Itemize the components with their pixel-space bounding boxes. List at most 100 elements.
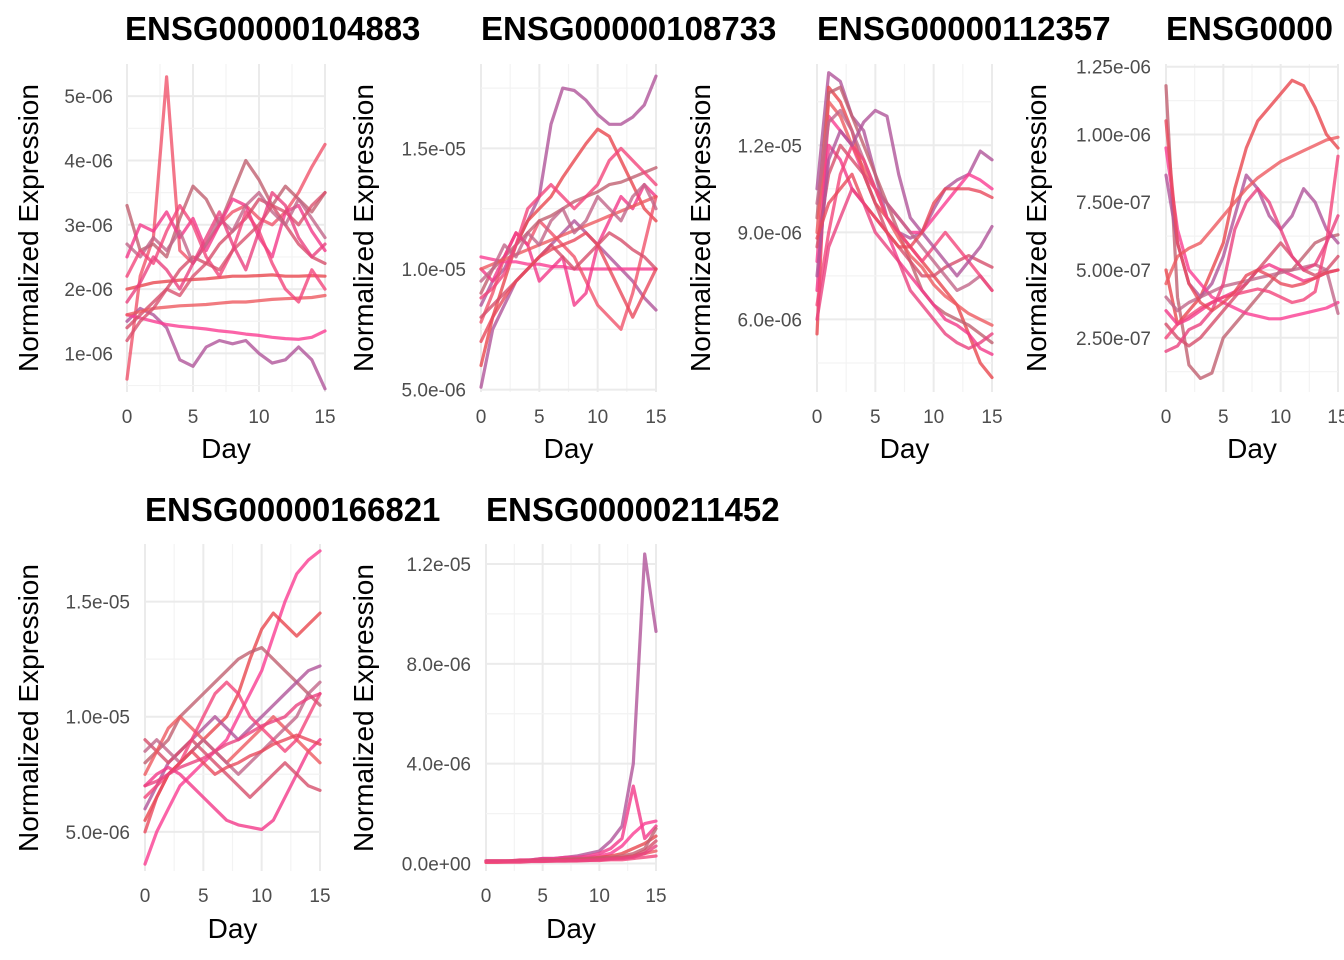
x-tick-label: 5	[537, 886, 548, 907]
y-tick-label: 1e-06	[64, 344, 113, 365]
series-line-7	[125, 197, 327, 330]
x-tick-label: 0	[481, 886, 492, 907]
x-axis-title: Day	[546, 913, 596, 944]
y-tick-label: 1.2e-05	[407, 555, 471, 576]
panel-title: ENSG00000104883	[125, 10, 420, 47]
series-line-8	[143, 680, 322, 776]
series-line-7	[1164, 241, 1340, 348]
y-axis-title: Normalized Expression	[13, 84, 44, 372]
x-tick-label: 10	[923, 407, 944, 428]
y-tick-label: 5.0e-06	[66, 823, 130, 844]
series-line-5	[815, 143, 994, 356]
series-line-2	[125, 306, 327, 391]
x-tick-label: 10	[589, 886, 610, 907]
series-group	[479, 74, 658, 389]
y-tick-label: 0.0e+00	[402, 855, 471, 876]
series-line-6	[815, 143, 994, 278]
series-group	[143, 549, 322, 866]
y-tick-label: 5e-06	[64, 87, 113, 108]
series-line-3	[143, 645, 322, 765]
x-tick-label: 0	[476, 407, 487, 428]
series-group	[1164, 78, 1340, 380]
y-tick-label: 1.2e-05	[738, 136, 802, 157]
x-axis-title: Day	[544, 433, 594, 464]
series-line-12	[815, 187, 994, 351]
y-tick-label: 1.0e-05	[402, 260, 466, 281]
panel-title: ENSG00000166821	[145, 491, 440, 528]
series-line-9	[484, 844, 658, 863]
y-tick-label: 1.25e-06	[1076, 58, 1151, 79]
y-axis-title: Normalized Expression	[685, 84, 716, 372]
series-line-10	[1164, 187, 1340, 353]
x-tick-label: 10	[1270, 407, 1291, 428]
y-tick-label: 1.0e-05	[66, 708, 130, 729]
y-tick-label: 8.0e-06	[407, 655, 471, 676]
x-tick-label: 15	[309, 886, 330, 907]
series-group	[484, 552, 658, 864]
panel-ENSG0000-partial: 0 5 10 15 2.50e-07 5.00e-07 7.50e-07 1.00e-06 1.…	[1021, 10, 1344, 464]
x-tick-label: 0	[812, 407, 823, 428]
x-tick-label: 0	[140, 886, 151, 907]
series-line-5	[125, 273, 327, 291]
y-tick-label: 3e-06	[64, 216, 113, 237]
series-line-1	[143, 549, 322, 866]
grid	[485, 544, 657, 871]
series-group	[815, 71, 994, 380]
x-tick-label: 5	[188, 407, 199, 428]
series-line-10	[815, 108, 994, 278]
series-line-10	[125, 203, 327, 304]
x-tick-label: 5	[1218, 407, 1229, 428]
series-line-10	[143, 733, 322, 834]
series-line-11	[815, 172, 994, 249]
x-axis-title: Day	[1227, 433, 1277, 464]
x-tick-label: 15	[645, 886, 666, 907]
y-axis-title: Normalized Expression	[13, 564, 44, 852]
grid	[480, 64, 657, 392]
panel-ENSG00000104883: 0 5 10 15 1e-06 2e-06 3e-06 4e-06 5e-06 ENSG00000…	[13, 10, 420, 464]
series-line-8	[125, 293, 327, 317]
series-line-12	[479, 231, 658, 343]
x-tick-label: 5	[198, 886, 209, 907]
x-axis-title: Day	[201, 433, 251, 464]
x-tick-label: 0	[122, 407, 133, 428]
series-line-2	[1164, 78, 1340, 326]
y-tick-label: 2.50e-07	[1076, 329, 1151, 350]
series-line-1	[1164, 84, 1340, 380]
y-tick-label: 1.5e-05	[402, 139, 466, 160]
x-tick-label: 15	[1327, 407, 1344, 428]
y-tick-label: 4e-06	[64, 151, 113, 172]
series-line-1	[125, 75, 327, 381]
series-group	[125, 75, 327, 391]
series-line-4	[1164, 146, 1340, 321]
series-line-8	[815, 108, 994, 292]
x-tick-label: 5	[534, 407, 545, 428]
series-line-3	[125, 313, 327, 341]
y-tick-label: 6.0e-06	[738, 310, 802, 331]
series-line-7	[479, 183, 658, 307]
panel-ENSG00000166821: 0 5 10 15 5.0e-06 1.0e-05 1.5e-05 ENSG000001668…	[13, 491, 440, 944]
panel-title: ENSG00000211452	[486, 491, 780, 528]
series-line-2	[479, 219, 658, 389]
panel-ENSG00000108733: 0 5 10 15 5.0e-06 1.0e-05 1.5e-05 ENSG000001087…	[348, 10, 776, 464]
y-tick-label: 2e-06	[64, 280, 113, 301]
y-tick-label: 9.0e-06	[738, 223, 802, 244]
y-tick-label: 1.00e-06	[1076, 125, 1151, 146]
panel-title: ENSG00000108733	[481, 10, 776, 47]
panel-ENSG00000112357: 0 5 10 15 6.0e-06 9.0e-06 1.2e-05 ENSG000001123…	[685, 10, 1111, 464]
series-line-7	[143, 715, 322, 776]
series-line-10	[479, 183, 658, 283]
x-tick-label: 15	[645, 407, 666, 428]
panel-title: ENSG0000	[1166, 10, 1333, 47]
series-line-11	[1164, 119, 1340, 313]
y-tick-label: 4.0e-06	[407, 755, 471, 776]
x-tick-label: 0	[1161, 407, 1172, 428]
y-axis-title: Normalized Expression	[348, 84, 379, 372]
series-line-12	[125, 191, 327, 304]
x-axis-title: Day	[208, 913, 258, 944]
y-axis-title: Normalized Expression	[348, 564, 379, 852]
series-line-9	[1164, 154, 1340, 340]
x-tick-label: 5	[870, 407, 881, 428]
x-tick-label: 10	[251, 886, 272, 907]
x-tick-label: 10	[587, 407, 608, 428]
